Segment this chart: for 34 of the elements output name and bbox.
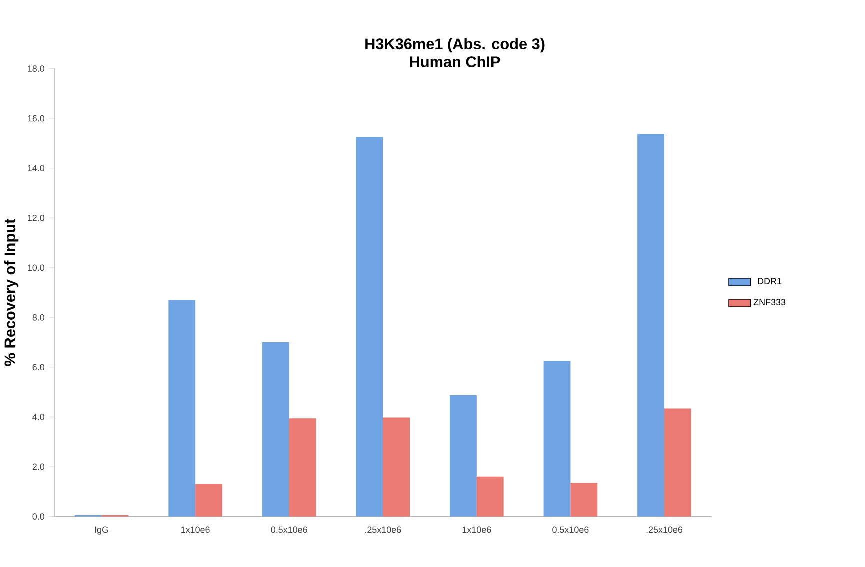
bar (664, 408, 692, 517)
x-tick-label: 0.5x10e6 (552, 526, 589, 534)
y-tick-label: 14.0 (28, 165, 45, 172)
x-tick-label: 0.5x10e6 (271, 526, 308, 534)
y-axis-title: % Recovery of Input (4, 218, 19, 366)
y-tick-label: 2.0 (32, 464, 45, 470)
bar (356, 137, 384, 517)
x-tick-label: .25x10e6 (366, 526, 402, 534)
y-tick-label: 10.0 (28, 264, 45, 271)
bar (168, 300, 196, 517)
y-tick-label: 12.0 (28, 214, 45, 222)
legend-label: ZNF333 (754, 299, 786, 306)
bar (638, 134, 664, 517)
y-tick-label: 6.0 (32, 364, 45, 371)
legend-label: DDR1 (758, 278, 782, 284)
x-tick-label: .25x10e6 (646, 526, 683, 534)
bar (476, 476, 504, 517)
bar (383, 418, 410, 517)
x-tick-label: 1x10e6 (182, 526, 210, 534)
y-tick-label: 18.0 (28, 66, 45, 72)
bar (544, 361, 571, 517)
bar (196, 484, 222, 517)
y-tick-label: 16.0 (28, 115, 45, 122)
y-tick-label: 8.0 (32, 314, 45, 321)
x-tick-label: 1x10e6 (462, 526, 492, 534)
bar (450, 395, 477, 517)
y-tick-label: 0.0 (32, 514, 45, 520)
bar (262, 342, 290, 517)
chart-subtitle: Human ChIP (410, 56, 500, 68)
bar (289, 418, 316, 517)
x-tick-label: IgG (95, 526, 108, 535)
bar (570, 483, 598, 517)
chart-title: H3K36me1 (Abs. code 3) (366, 38, 545, 53)
y-tick-label: 4.0 (32, 414, 45, 420)
